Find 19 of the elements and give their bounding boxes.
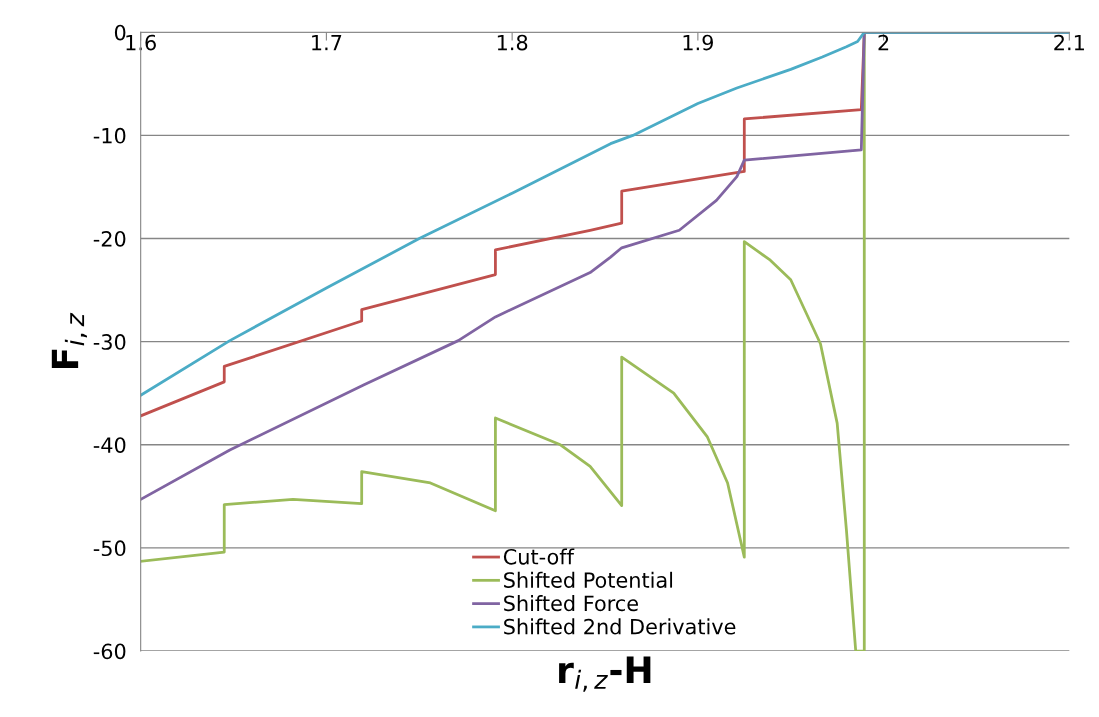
y-tick-label: -50 [93,540,126,557]
y-tick-label: -30 [93,334,126,350]
x-tick-label: 2 [878,34,889,51]
x-tick-label: 1.6 [126,34,156,51]
y-tick-label: -60 [93,643,126,660]
y-tick-label: -20 [93,230,126,247]
x-tick-label: 1.8 [497,34,528,51]
x-tick-label: 2.1 [1054,34,1084,51]
legend-label: Shifted Potential [504,571,673,588]
x-tick-label: 1.9 [683,34,713,51]
x-tick-label: 1.7 [312,34,342,51]
legend-label: Cut-off [503,548,575,565]
x-axis-title: r$_{i,z}$-H [559,656,651,692]
y-tick-label: -10 [93,127,126,144]
y-tick-label: -40 [93,437,126,453]
y-axis-title: F$_{i,z}$ [51,312,87,369]
y-tick-label: 0 [114,24,126,41]
legend-label: Shifted 2nd Derivative [504,618,736,635]
legend-label: Shifted Force [504,595,638,612]
